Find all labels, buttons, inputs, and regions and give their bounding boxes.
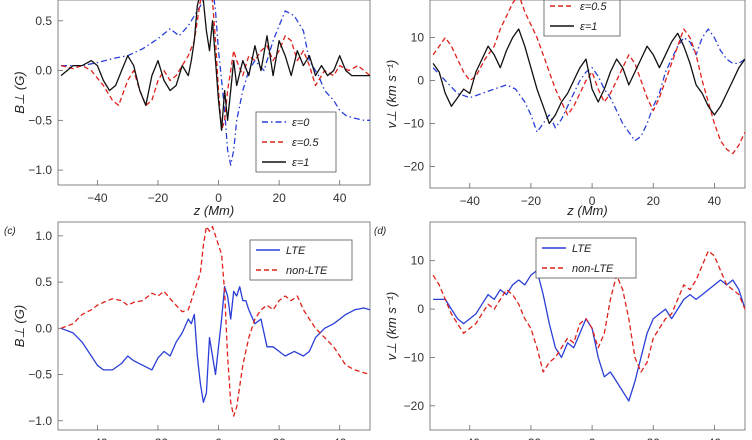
legend-label: ε=0: [292, 117, 310, 129]
x-tick-label: 0: [215, 436, 222, 440]
x-tick-label: 40: [333, 436, 347, 440]
series-line-b-0: [432, 28, 745, 142]
legend-label: ε=0.5: [292, 137, 319, 149]
plot-frame: [57, 0, 371, 186]
y-tick-label: −0.5: [28, 113, 52, 127]
x-tick-label: −40: [87, 191, 108, 205]
series-line-a-1: [60, 0, 370, 131]
y-tick-label: −10: [404, 350, 425, 364]
y-tick-label: −10: [404, 117, 425, 131]
x-tick-label: −20: [148, 191, 169, 205]
x-tick-label: 40: [333, 191, 347, 205]
plot-frame: [57, 221, 371, 431]
legend-label: ε=1: [580, 21, 597, 33]
panel-b: −40 −20 0 20 40 10 0 −10 −20 z (Mm) v⊥ (km s⁻¹) ε=0…: [384, 0, 746, 218]
y-tick-label: 10: [411, 254, 425, 268]
legend-box: [249, 239, 353, 281]
y-tick-label: 0: [417, 302, 424, 316]
y-axis-label: v⊥ (km s⁻¹): [384, 292, 399, 361]
panel-c: −40 −20 0 20 40 1.0 0.5 0.0 −0.5 −1.0 B⊥ (G) LTE non…: [12, 221, 371, 440]
y-tick-label: −1.0: [28, 163, 52, 177]
x-tick-label: 20: [272, 436, 286, 440]
y-axis-label: B⊥ (G): [12, 305, 27, 347]
y-tick-label: 0.0: [35, 64, 52, 78]
legend-label: LTE: [286, 245, 306, 257]
x-tick-label: −40: [460, 436, 481, 440]
y-tick-label: 0.0: [35, 321, 52, 335]
y-tick-label: −20: [404, 160, 425, 174]
series-line-d-1: [432, 250, 745, 373]
panel-c-label: (c): [4, 226, 16, 237]
plot-frame: [429, 221, 746, 431]
x-axis-label: z (Mm): [566, 203, 607, 218]
panel-d: −40 −20 0 20 40 10 0 −10 −20 v⊥ (km s⁻¹) LTE non-LT…: [384, 221, 746, 440]
legend-d: LTE non-LTE: [535, 237, 637, 279]
y-tick-label: −20: [404, 399, 425, 413]
plot-frame: [429, 0, 746, 189]
x-tick-label: 0: [215, 191, 222, 205]
x-axis-label: z (Mm): [193, 203, 234, 218]
y-tick-label: −1.0: [28, 414, 52, 428]
series-line-d-0: [433, 269, 745, 402]
x-tick-label: −40: [87, 436, 108, 440]
x-tick-label: 20: [647, 194, 661, 208]
legend-c: LTE non-LTE: [249, 239, 353, 281]
y-tick-label: 0.5: [35, 275, 52, 289]
y-tick-label: 0: [417, 74, 424, 88]
x-tick-label: 40: [708, 436, 722, 440]
legend-box: [535, 237, 637, 279]
y-tick-label: 1.0: [35, 229, 52, 243]
x-tick-label: 20: [272, 191, 286, 205]
legend-label: LTE: [572, 243, 592, 255]
x-tick-label: 20: [647, 436, 661, 440]
legend-label: non-LTE: [572, 263, 614, 275]
panel-d-label: (d): [374, 226, 386, 237]
y-tick-label: 0.5: [35, 14, 52, 28]
series-line-c-1: [60, 225, 370, 417]
series-line-a-2: [60, 0, 370, 131]
series-line-c-0: [60, 286, 370, 403]
y-tick-label: −0.5: [28, 368, 52, 382]
x-tick-label: 0: [589, 436, 596, 440]
legend-label: ε=1: [292, 157, 309, 169]
x-tick-label: 0: [589, 194, 596, 208]
series-line-b-2: [432, 28, 745, 125]
legend-label: non-LTE: [286, 265, 328, 277]
x-tick-label: −20: [148, 436, 169, 440]
legend-box: [543, 0, 621, 37]
panel-a: −40 −20 0 20 40 0.5 0.0 −0.5 −1.0 z (Mm) B⊥ (G) ε=0…: [12, 0, 371, 218]
legend-b: ε=0.5 ε=1: [543, 0, 621, 37]
x-tick-label: −20: [521, 436, 542, 440]
x-tick-label: 40: [708, 194, 722, 208]
legend-label: ε=0.5: [580, 1, 607, 13]
y-axis-label: v⊥ (km s⁻¹): [384, 60, 399, 129]
x-tick-label: −40: [460, 194, 481, 208]
y-axis-label: B⊥ (G): [12, 71, 27, 113]
y-tick-label: 10: [411, 31, 425, 45]
legend-a: ε=0 ε=0.5 ε=1: [255, 111, 337, 173]
x-tick-label: −20: [521, 194, 542, 208]
